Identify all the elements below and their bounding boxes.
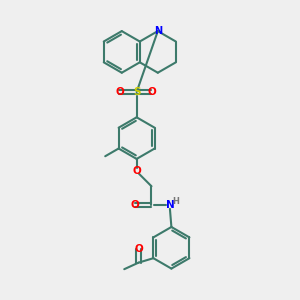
Text: O: O bbox=[131, 200, 140, 210]
Text: O: O bbox=[132, 167, 141, 176]
Text: S: S bbox=[133, 87, 140, 97]
Text: N: N bbox=[154, 26, 162, 36]
Text: O: O bbox=[115, 87, 124, 97]
Text: O: O bbox=[147, 87, 156, 97]
Text: O: O bbox=[134, 244, 143, 254]
Text: H: H bbox=[172, 196, 179, 206]
Text: N: N bbox=[166, 200, 174, 210]
